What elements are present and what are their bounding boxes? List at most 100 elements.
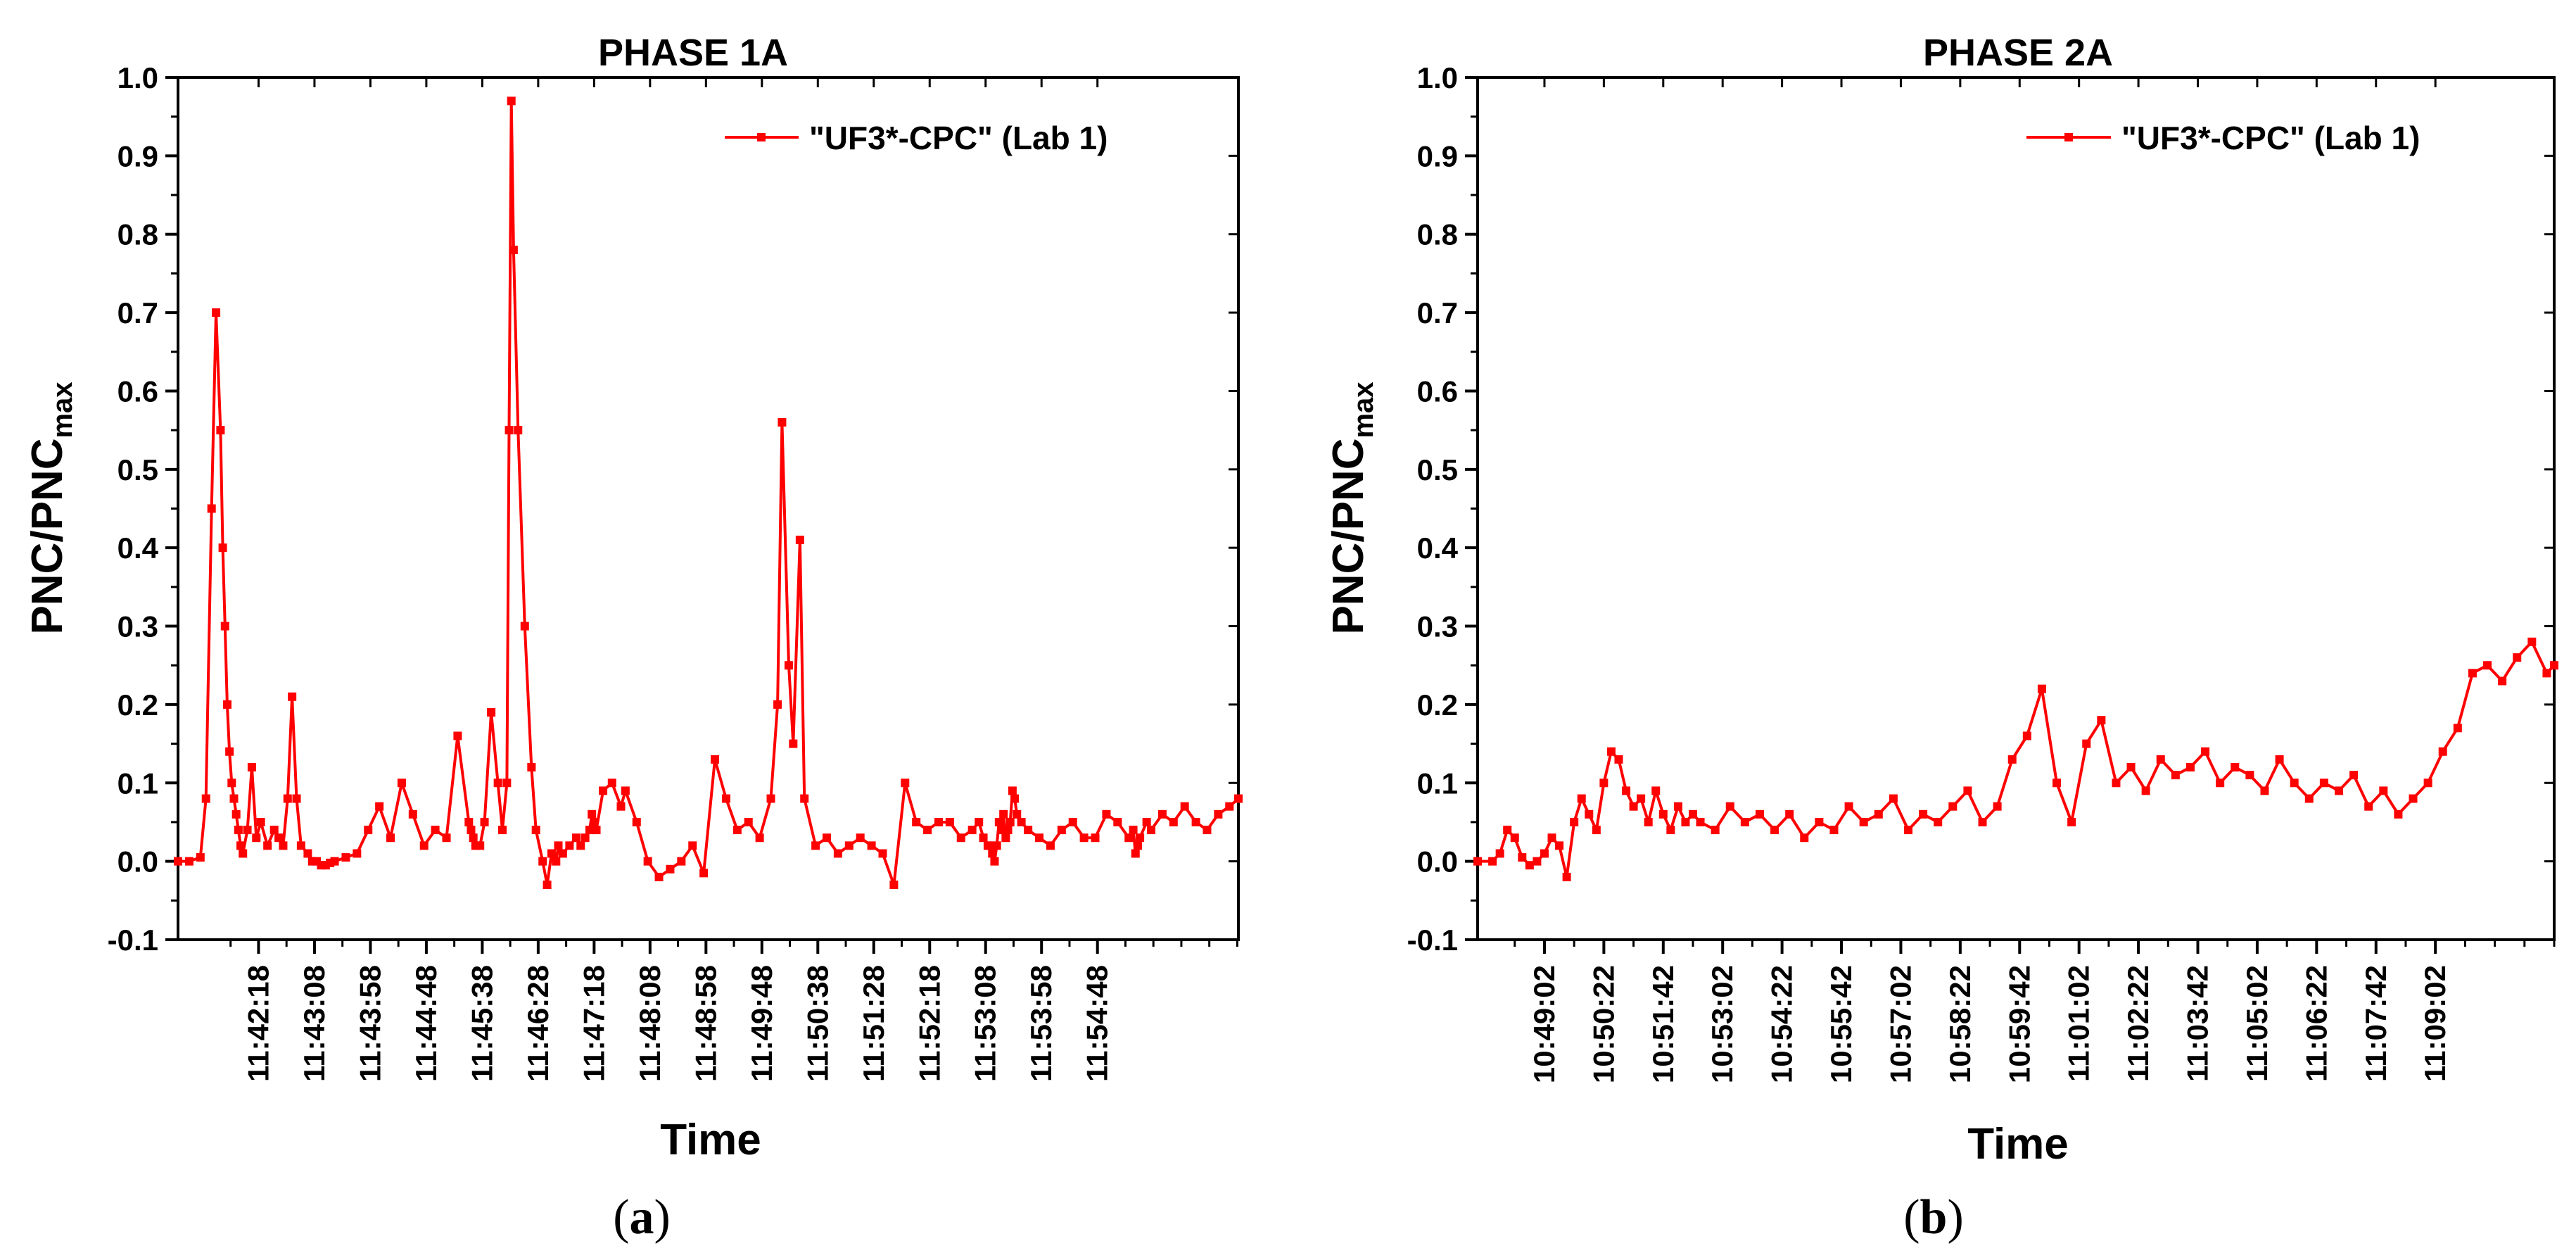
panel-a-data-point bbox=[243, 826, 252, 835]
panel-a-data-point bbox=[498, 826, 507, 835]
panel-a-data-point bbox=[1147, 826, 1156, 835]
panel-a-data-point bbox=[975, 817, 984, 826]
panel-a-y-tick-label: 0.1 bbox=[118, 767, 158, 800]
panel-b-data-point bbox=[1755, 809, 1764, 819]
panel-b-title: PHASE 2A bbox=[1923, 32, 2113, 74]
panel-b-x-axis-label: Time bbox=[1967, 1120, 2069, 1168]
panel-a-data-point bbox=[592, 826, 601, 835]
panel-a-data-point bbox=[236, 841, 246, 850]
panel-a-data-point bbox=[571, 833, 580, 843]
panel-a-caption-letter: a bbox=[630, 1190, 654, 1244]
panel-b-data-point bbox=[1533, 857, 1542, 866]
panel-a-data-point bbox=[196, 853, 205, 862]
panel-b-legend-label: "UF3*-CPC" (Lab 1) bbox=[2121, 120, 2420, 156]
panel-a-data-point bbox=[565, 841, 574, 850]
panel-a-data-point bbox=[464, 817, 474, 826]
panel-b-data-point bbox=[2156, 755, 2165, 764]
panel-a-caption: (a) bbox=[613, 1190, 671, 1244]
panel-a-data-point bbox=[554, 841, 563, 850]
panel-b-data-point bbox=[2364, 802, 2373, 811]
panel-a-data-point bbox=[1010, 794, 1020, 803]
panel-a-data-point bbox=[677, 857, 686, 866]
panel-b-data-point bbox=[2245, 771, 2254, 780]
panel-a-data-point bbox=[239, 849, 248, 858]
panel-b-data-point bbox=[2067, 817, 2076, 826]
panel-a-data-point bbox=[279, 841, 288, 850]
panel-b-data-point bbox=[1562, 872, 1571, 881]
panel-b-data-point bbox=[1673, 802, 1682, 811]
panel-b-data-point bbox=[1577, 794, 1586, 803]
panel-b-y-axis-label: PNC/PNCmax bbox=[1324, 382, 1379, 634]
panel-a-y-axis-label-main: PNC/PNC bbox=[23, 439, 72, 635]
panel-b-data-point bbox=[1637, 794, 1646, 803]
panel-a-x-tick-label: 11:44:48 bbox=[410, 965, 443, 1082]
panel-b-data-point bbox=[1889, 794, 1898, 803]
panel-a-data-point bbox=[256, 817, 265, 826]
panel-a-data-point bbox=[1013, 809, 1022, 819]
panel-a-data-point bbox=[1133, 841, 1142, 850]
panel-a-data-point bbox=[1003, 826, 1013, 835]
panel-a-data-point bbox=[766, 794, 775, 803]
panel-b-data-point bbox=[1993, 802, 2002, 811]
panel-b-y-tick-label: 0.8 bbox=[1417, 218, 1458, 251]
panel-b-data-point bbox=[2022, 731, 2031, 740]
panel-a-data-point bbox=[227, 779, 236, 788]
panel-b-x-tick-label: 10:58:22 bbox=[1943, 965, 1977, 1083]
panel-a-y-tick-label: 0.7 bbox=[118, 296, 158, 329]
panel-b-legend-marker bbox=[2064, 133, 2073, 141]
panel-a-data-point bbox=[207, 504, 216, 513]
panel-a-data-point bbox=[1234, 794, 1243, 803]
panel-a-data-point bbox=[431, 826, 440, 835]
panel-b-series bbox=[1473, 637, 2558, 881]
panel-a-x-tick-label: 11:50:38 bbox=[801, 965, 834, 1082]
panel-b-data-point bbox=[1525, 861, 1534, 870]
panel-a-data-point bbox=[1129, 826, 1138, 835]
panel-b-data-point bbox=[1473, 857, 1482, 866]
panel-a-data-point bbox=[1102, 809, 1111, 819]
panel-a-data-point bbox=[800, 794, 809, 803]
panel-b-data-point bbox=[1555, 841, 1564, 850]
panel-b-data-point bbox=[2394, 809, 2403, 819]
panel-b-y-axis-label-sub: max bbox=[1348, 382, 1379, 438]
panel-a-y-axis-label: PNC/PNCmax bbox=[23, 382, 78, 634]
panel-b-data-point bbox=[2216, 779, 2225, 788]
panel-a-data-point bbox=[184, 857, 193, 866]
panel-b-series-line bbox=[1478, 640, 2556, 878]
panel-b-data-point bbox=[2513, 653, 2522, 662]
panel-b-data-point bbox=[1540, 849, 1549, 858]
panel-a-x-tick-label: 11:43:08 bbox=[298, 965, 331, 1082]
panel-b-x-axis: 10:49:02 10:50:22 10:51:42 10:53:02 10:54:22… bbox=[1514, 77, 2556, 1083]
panel-b-x-tick-label: 10:55:42 bbox=[1825, 965, 1858, 1083]
panel-a-data-point bbox=[588, 809, 597, 819]
panel-b-data-point bbox=[1510, 833, 1519, 843]
panel-a-data-point bbox=[711, 755, 720, 764]
panel-a-y-tick-label: 0.8 bbox=[118, 218, 158, 251]
panel-a-data-point bbox=[844, 841, 854, 850]
panel-a-data-point bbox=[408, 809, 417, 819]
panel-b-data-point bbox=[1800, 833, 1809, 843]
panel-a-data-point bbox=[375, 802, 384, 811]
panel-b-x-tick-label: 11:01:02 bbox=[2062, 965, 2095, 1082]
panel-b-data-point bbox=[1770, 826, 1779, 835]
panel-a-data-point bbox=[234, 826, 243, 835]
panel-a-data-point bbox=[1008, 786, 1017, 795]
panel-a-data-point bbox=[956, 833, 965, 843]
panel-a-y-tick-label: 0.2 bbox=[118, 688, 158, 721]
panel-b-x-tick-label: 11:02:22 bbox=[2121, 965, 2155, 1082]
panel-b-data-point bbox=[1815, 817, 1824, 826]
panel-a-y-tick-label: 1.0 bbox=[118, 61, 158, 94]
panel-b-y-tick-label: 0.6 bbox=[1417, 374, 1458, 408]
panel-a-data-point bbox=[945, 817, 954, 826]
panel-b-data-point bbox=[2171, 771, 2180, 780]
panel-a-x-tick-label: 11:48:08 bbox=[633, 965, 666, 1082]
panel-a-data-point bbox=[1136, 833, 1145, 843]
panel-a-x-tick-label: 11:54:48 bbox=[1081, 965, 1114, 1082]
panel-b-data-point bbox=[1874, 809, 1883, 819]
panel-a-data-point bbox=[1157, 809, 1167, 819]
panel-a-data-point bbox=[220, 622, 229, 631]
panel-b-legend: "UF3*-CPC" (Lab 1) bbox=[2026, 120, 2420, 156]
panel-b-data-point bbox=[2275, 755, 2284, 764]
panel-a-x-tick-label: 11:48:58 bbox=[689, 965, 722, 1082]
panel-a-data-point bbox=[616, 802, 626, 811]
